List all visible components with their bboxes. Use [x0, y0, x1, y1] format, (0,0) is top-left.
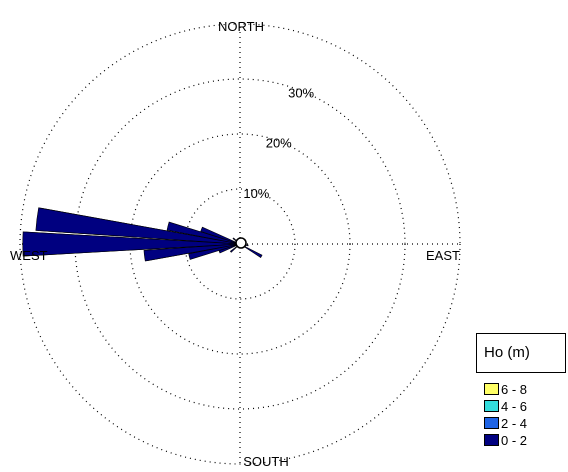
legend-title-box: Ho (m): [476, 333, 566, 373]
legend-label-4-6: 4 - 6: [501, 399, 528, 414]
legend-label-6-8: 6 - 8: [501, 382, 528, 397]
wedge-120-0-2: [239, 243, 263, 258]
wedge-291-0-2: [200, 226, 241, 245]
wedges-group: [22, 207, 263, 262]
wedge-270-0-2: [22, 231, 241, 257]
legend-title: Ho (m): [484, 344, 530, 361]
legend-swatch-6-8: [484, 383, 499, 395]
legend-label-2-4: 2 - 4: [501, 416, 528, 431]
ring-label-20: 20%: [266, 136, 292, 151]
label-east: EAST: [426, 248, 460, 263]
center-calm-circle: [235, 237, 247, 249]
legend: Ho (m) 6 - 8 4 - 6 2 - 4 0 - 2: [476, 333, 568, 472]
legend-swatch-0-2: [484, 434, 499, 446]
wedge-277-0-2: [35, 207, 241, 245]
label-north: NORTH: [218, 19, 264, 34]
ring-labels-group: 10% 20% 30%: [243, 85, 314, 200]
ring-40: [19, 23, 461, 465]
label-south: SOUTH: [243, 454, 289, 469]
ring-10: [184, 188, 296, 300]
legend-item-6-8: 6 - 8: [484, 383, 527, 397]
ring-label-10: 10%: [243, 186, 269, 201]
wedge-263-0-2: [143, 243, 241, 262]
legend-item-4-6: 4 - 6: [484, 400, 527, 414]
wedge-284-0-2: [166, 221, 241, 245]
legend-swatch-4-6: [484, 400, 499, 412]
label-west: WEST: [10, 248, 48, 263]
wedge-249-0-2: [218, 243, 241, 254]
ring-30: [74, 78, 406, 410]
legend-item-2-4: 2 - 4: [484, 417, 527, 431]
legend-swatch-2-4: [484, 417, 499, 429]
legend-label-0-2: 0 - 2: [501, 433, 528, 448]
legend-item-0-2: 0 - 2: [484, 434, 527, 448]
ring-label-30: 30%: [288, 85, 314, 100]
